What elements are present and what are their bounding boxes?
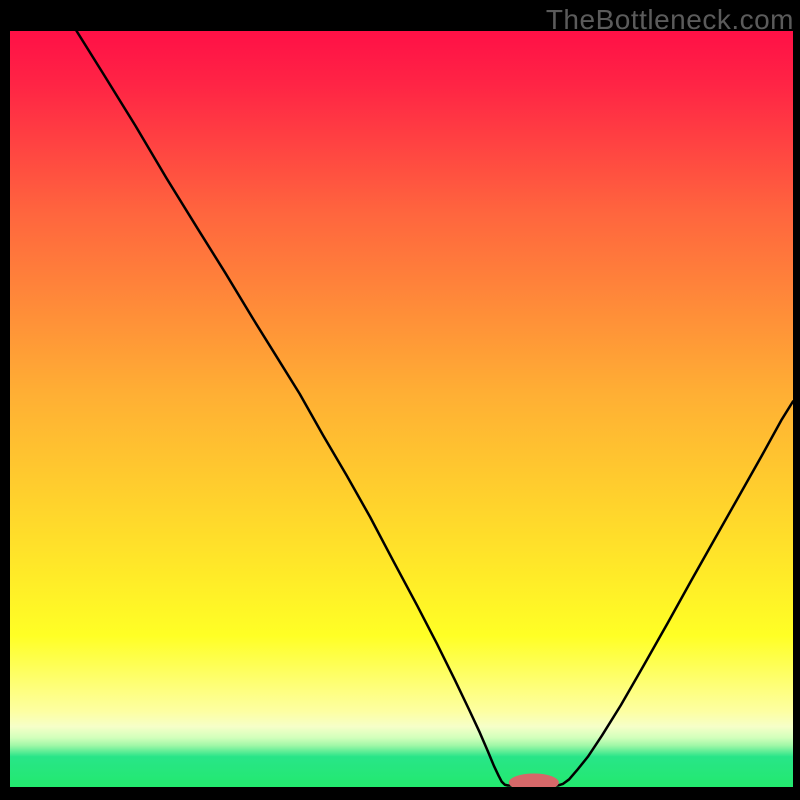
chart-svg: [10, 31, 793, 787]
plot-area: [10, 31, 793, 787]
gradient-background: [10, 31, 793, 787]
watermark-text: TheBottleneck.com: [546, 4, 794, 36]
chart-container: TheBottleneck.com: [0, 0, 800, 800]
